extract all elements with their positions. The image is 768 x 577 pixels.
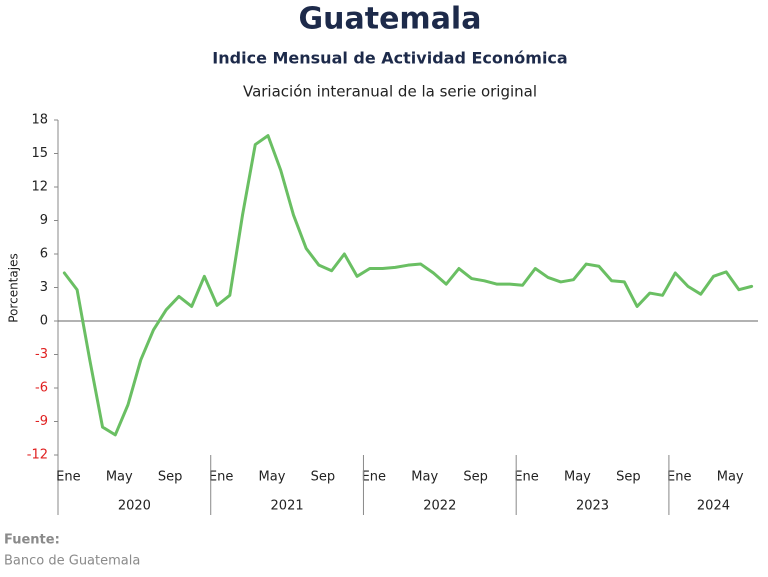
year-label: 2020 xyxy=(118,499,151,514)
y-tick-label: 3 xyxy=(40,280,48,295)
y-tick-label: 15 xyxy=(31,146,48,161)
x-tick-label: Sep xyxy=(311,470,336,485)
x-tick-label: May xyxy=(717,470,744,485)
x-tick-label: May xyxy=(564,470,591,485)
y-tick-label: 12 xyxy=(31,180,48,195)
x-tick-label: Sep xyxy=(158,470,183,485)
x-tick-label: Ene xyxy=(362,470,386,485)
y-tick-label: 6 xyxy=(40,247,48,262)
y-tick-label: -6 xyxy=(35,381,48,396)
x-tick-label: Ene xyxy=(667,470,691,485)
y-tick-label: 9 xyxy=(40,213,48,228)
x-tick-label: Sep xyxy=(463,470,488,485)
y-tick-label: 18 xyxy=(31,113,48,128)
x-tick-label: Sep xyxy=(616,470,641,485)
chart-subtitle: Indice Mensual de Actividad Económica xyxy=(212,49,567,68)
year-label: 2023 xyxy=(576,499,609,514)
source-label: Fuente: xyxy=(4,533,60,548)
y-tick-label: -12 xyxy=(27,448,48,463)
x-tick-label: Ene xyxy=(56,470,80,485)
y-tick-label: 0 xyxy=(40,314,48,329)
year-label: 2022 xyxy=(423,499,456,514)
year-label: 2021 xyxy=(271,499,304,514)
y-axis-label: Porcentajes xyxy=(7,253,21,322)
y-tick-label: -9 xyxy=(35,414,48,429)
x-tick-label: May xyxy=(259,470,286,485)
x-tick-label: May xyxy=(106,470,133,485)
data-line xyxy=(62,134,754,437)
x-tick-label: Ene xyxy=(514,470,538,485)
chart-subtitle2: Variación interanual de la serie origina… xyxy=(243,83,537,101)
x-tick-label: Ene xyxy=(209,470,233,485)
year-label: 2024 xyxy=(697,499,730,514)
chart-title: Guatemala xyxy=(299,2,482,37)
x-tick-label: May xyxy=(411,470,438,485)
source: Banco de Guatemala xyxy=(4,554,140,569)
y-tick-label: -3 xyxy=(35,347,48,362)
